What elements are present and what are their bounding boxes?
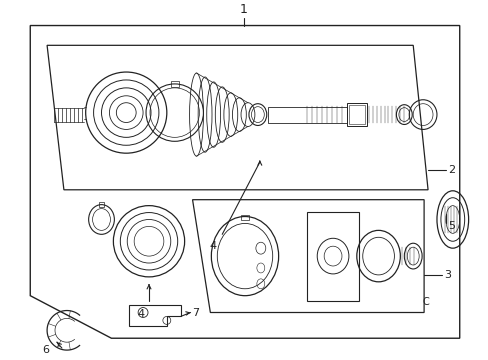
Text: 6: 6 xyxy=(42,345,49,355)
Text: C: C xyxy=(421,297,428,307)
Text: 5: 5 xyxy=(447,221,454,231)
Text: 7: 7 xyxy=(192,309,199,319)
Text: 4: 4 xyxy=(137,309,144,319)
Text: 2: 2 xyxy=(447,165,454,175)
Text: 3: 3 xyxy=(443,270,450,280)
Text: 4: 4 xyxy=(209,241,217,251)
Text: 1: 1 xyxy=(240,3,247,15)
